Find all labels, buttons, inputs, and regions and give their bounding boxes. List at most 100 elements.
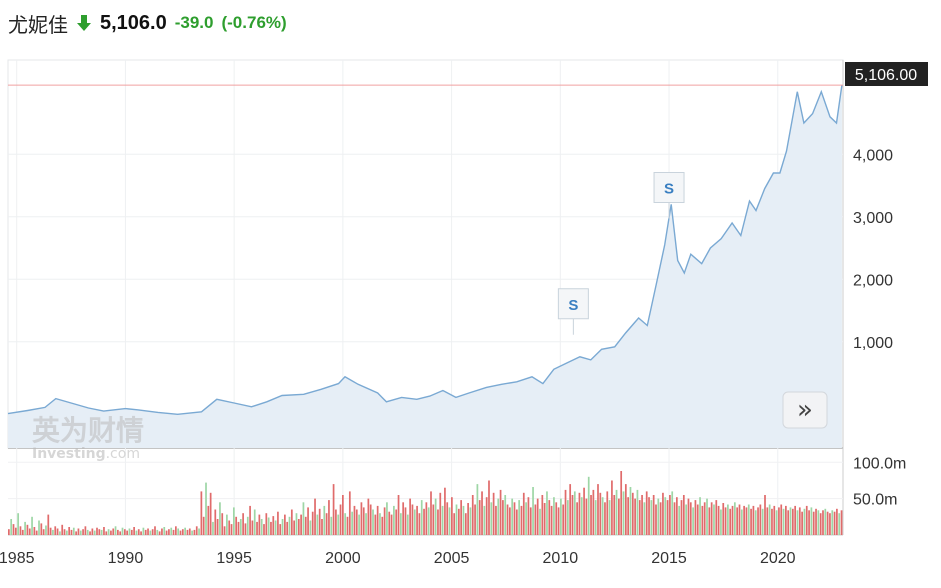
volume-bar xyxy=(738,504,741,535)
volume-bar xyxy=(495,505,497,535)
volume-bar xyxy=(86,529,89,535)
volume-bar xyxy=(789,507,792,535)
volume-bar xyxy=(142,527,145,535)
volume-bar xyxy=(381,516,384,535)
volume-bar xyxy=(699,497,701,535)
x-tick-label: 2015 xyxy=(651,550,687,567)
volume-bar xyxy=(246,516,249,535)
volume-bar xyxy=(168,529,170,535)
volume-tick-label: 50.0m xyxy=(853,492,897,509)
volume-bar xyxy=(446,502,449,535)
volume-bar xyxy=(815,508,817,535)
volume-bar xyxy=(817,510,820,535)
volume-bar xyxy=(750,508,752,535)
volume-bar xyxy=(54,526,57,535)
volume-bar xyxy=(641,495,643,535)
volume-bar xyxy=(126,530,129,535)
volume-bar xyxy=(587,476,590,535)
scroll-forward-button[interactable]: » xyxy=(782,391,828,429)
volume-bar xyxy=(353,505,356,535)
volume-bar xyxy=(77,528,80,535)
volume-bar xyxy=(506,504,509,535)
volume-bar xyxy=(659,502,662,535)
volume-bar xyxy=(525,502,527,535)
volume-bar xyxy=(743,505,745,535)
volume-bar xyxy=(135,530,138,535)
volume-bar xyxy=(645,491,648,535)
volume-bar xyxy=(840,510,843,535)
volume-bar xyxy=(117,529,119,535)
volume-bar xyxy=(731,505,734,535)
volume-bar xyxy=(110,530,112,535)
volume-bar xyxy=(629,487,632,535)
volume-bar xyxy=(474,504,476,535)
volume-bar xyxy=(293,520,296,535)
volume-bar xyxy=(532,487,534,535)
volume-bar xyxy=(84,526,87,535)
stock-name[interactable]: 尤妮佳 xyxy=(8,12,68,37)
volume-bar xyxy=(309,520,312,535)
y-tick-label: 1,000 xyxy=(853,335,893,352)
x-tick-label: 2000 xyxy=(325,550,361,567)
x-tick-label: 1985 xyxy=(0,550,35,567)
volume-bar xyxy=(223,526,226,535)
y-axis: 1,000 2,000 3,000 4,000 xyxy=(853,147,893,352)
volume-bar xyxy=(279,524,282,535)
volume-bar xyxy=(212,521,214,535)
volume-bar xyxy=(96,527,98,535)
watermark-logo: 英为财情 Investing.com xyxy=(32,414,144,462)
volume-bar xyxy=(226,514,228,535)
volume-bar xyxy=(170,527,173,535)
split-marker[interactable] xyxy=(653,172,685,203)
volume-bar xyxy=(652,495,655,535)
volume-bar xyxy=(12,524,15,535)
volume-bar xyxy=(745,507,748,535)
volume-bar xyxy=(144,529,147,535)
volume-bar xyxy=(631,492,634,535)
split-marker[interactable] xyxy=(557,288,589,320)
volume-bar xyxy=(460,500,463,535)
last-price-value: 5,106.00 xyxy=(855,67,917,84)
volume-bar xyxy=(566,500,569,535)
volume-bar xyxy=(488,480,490,535)
volume-bar xyxy=(348,491,351,535)
volume-bar xyxy=(666,500,669,535)
volume-bar xyxy=(404,507,407,535)
volume-bar xyxy=(195,526,198,535)
volume-bar xyxy=(499,489,502,535)
volume-bar xyxy=(295,513,298,535)
event-markers: SS xyxy=(557,172,685,335)
volume-bar xyxy=(678,505,681,535)
volume-bar xyxy=(810,507,813,535)
volume-bar xyxy=(583,487,585,535)
volume-bar xyxy=(103,527,105,535)
volume-bar xyxy=(775,510,778,535)
volume-bar xyxy=(578,492,581,535)
volume-bar xyxy=(432,504,435,535)
volume-bar xyxy=(764,495,766,535)
volume-bar xyxy=(548,500,551,535)
volume-bar xyxy=(613,495,616,535)
y-tick-label: 4,000 xyxy=(853,147,893,164)
volume-bar xyxy=(757,507,759,535)
volume-bar xyxy=(260,519,263,535)
volume-bar xyxy=(826,511,829,535)
volume-bar xyxy=(604,502,606,535)
volume-bar xyxy=(393,505,395,535)
price-line xyxy=(7,85,843,416)
volume-bar xyxy=(209,492,212,535)
volume-bar xyxy=(778,507,780,535)
volume-bar xyxy=(791,508,794,535)
volume-bar xyxy=(715,500,718,535)
volume-bar xyxy=(518,500,520,535)
volume-bar xyxy=(655,504,657,535)
volume-bar xyxy=(671,491,674,535)
volume-bar xyxy=(270,521,272,535)
volume-bar xyxy=(172,529,175,535)
volume-bar xyxy=(457,508,460,535)
split-marker-label: S xyxy=(568,297,578,314)
volume-bar xyxy=(205,482,207,535)
volume-bar xyxy=(740,509,743,535)
volume-bar xyxy=(492,492,495,535)
